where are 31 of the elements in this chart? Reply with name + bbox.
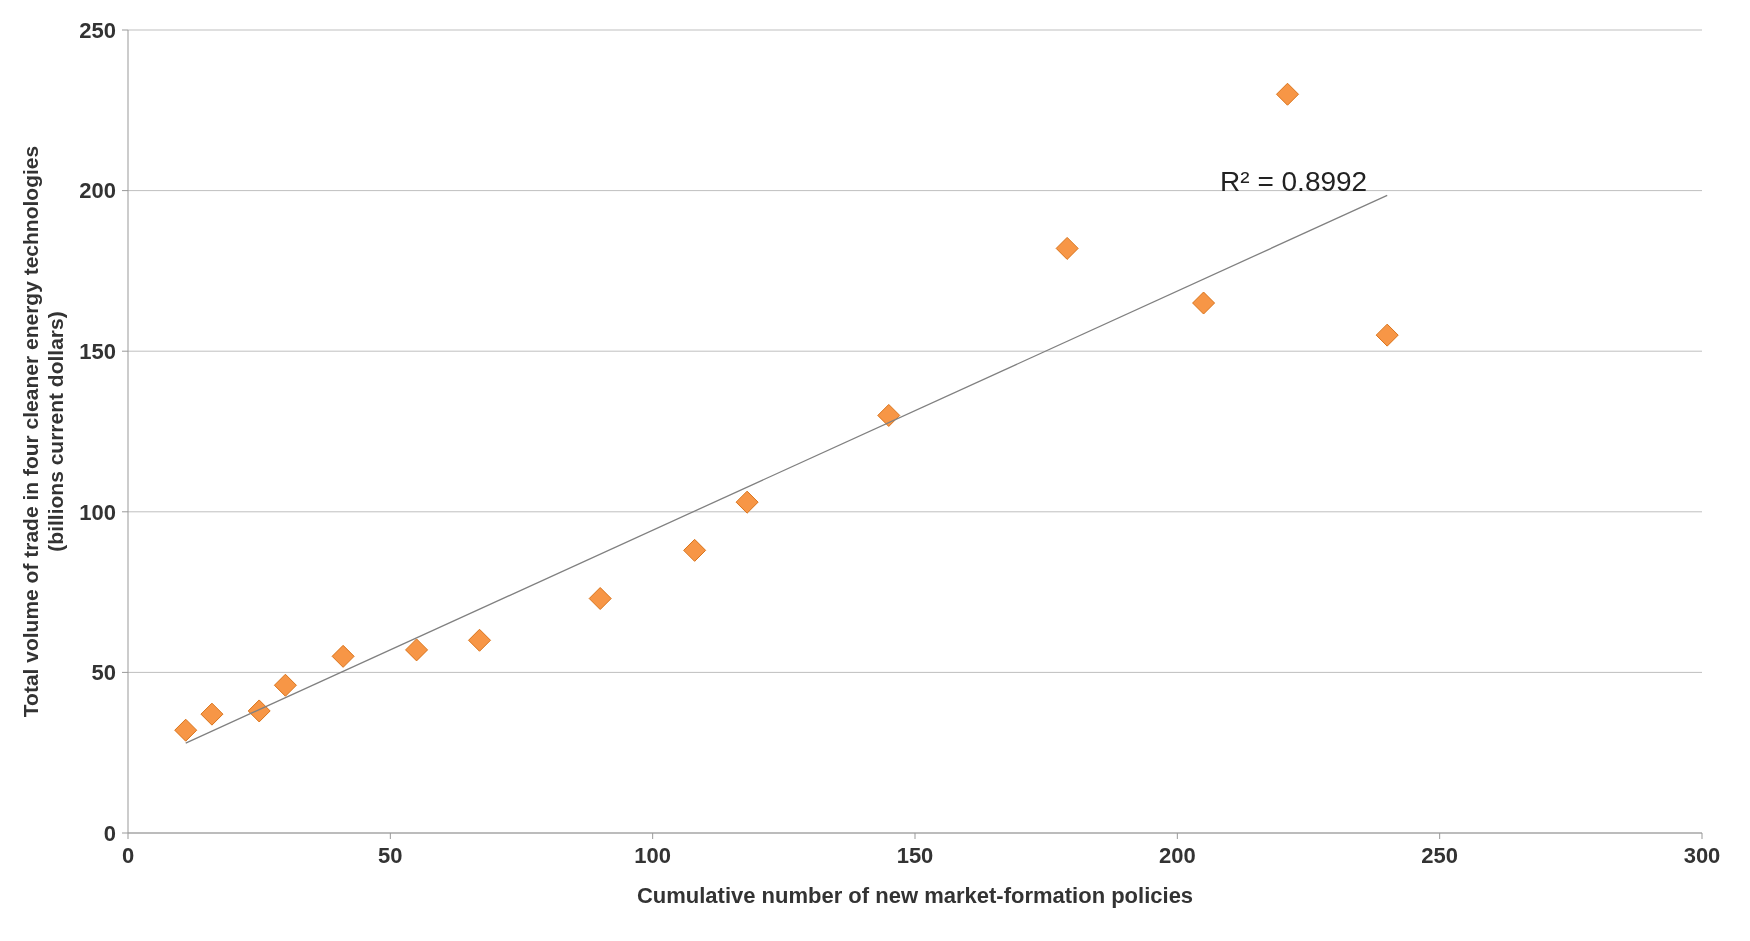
point: [468, 628, 492, 652]
point: [200, 702, 224, 726]
y-tick-label: 0: [103, 820, 116, 846]
point: [1276, 82, 1300, 106]
x-axis-title: Cumulative number of new market-formation policies: [636, 883, 1194, 908]
point: [273, 673, 297, 697]
x-tick-label: 200: [1158, 843, 1196, 868]
point: [174, 718, 198, 742]
point: [247, 699, 271, 723]
x-tick-label: 100: [634, 843, 672, 868]
x-tick-label: 150: [896, 843, 934, 868]
x-tick-label: 50: [378, 843, 403, 868]
y-axis-title: Total volume of trade in four cleaner energy technologies (billions current dollars): [19, 145, 67, 718]
y-tick-label: 100: [79, 499, 116, 525]
point: [735, 490, 759, 514]
point: [405, 638, 429, 662]
point: [1192, 291, 1216, 315]
point: [1375, 323, 1399, 347]
x-tick-label: 300: [1683, 843, 1721, 868]
point: [331, 644, 355, 668]
y-tick-label: 150: [79, 338, 116, 364]
point: [588, 587, 612, 611]
point: [1055, 236, 1079, 260]
x-tick-label: 0: [121, 843, 135, 868]
point: [683, 538, 707, 562]
x-tick-label: 250: [1421, 843, 1459, 868]
point: [877, 403, 901, 427]
y-tick-label: 200: [79, 178, 116, 204]
y-tick-label: 250: [79, 17, 116, 43]
annotation: R² = 0.8992: [1220, 166, 1368, 198]
y-tick-label: 50: [91, 660, 116, 686]
